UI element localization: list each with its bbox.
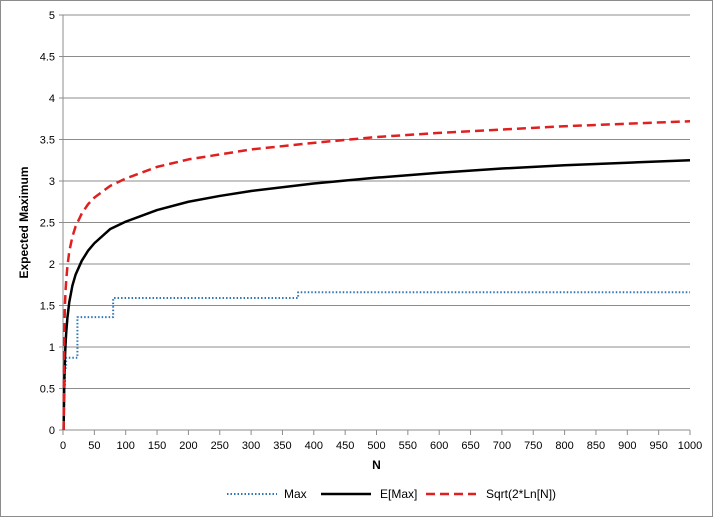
y-tick-label: 3.5 — [40, 135, 55, 147]
legend-label: Sqrt(2*Ln[N]) — [486, 487, 556, 501]
tick-labels: 00.511.522.533.544.550 50 100 150 200 250 300 3… — [40, 10, 703, 452]
x-tick-label: 600 — [430, 440, 448, 452]
x-axis-title: N — [372, 458, 381, 472]
series-lines — [62, 119, 691, 431]
legend: Max E[Max] Sqrt(2*Ln[N]) — [227, 487, 556, 501]
x-tick-label: 0 — [60, 440, 66, 452]
x-tick-label: 150 — [148, 440, 166, 452]
series-line-e-max — [62, 159, 691, 431]
y-tick-label: 2.5 — [40, 218, 55, 230]
y-tick-label: 4.5 — [40, 52, 55, 64]
y-axis-title: Expected Maximum — [17, 166, 31, 278]
x-tick-label: 400 — [305, 440, 323, 452]
y-tick-label: 1.5 — [40, 301, 55, 313]
x-tick-label: 800 — [555, 440, 573, 452]
x-tick-label: 550 — [399, 440, 417, 452]
legend-label: E[Max] — [380, 487, 417, 501]
x-tick-label: 350 — [273, 440, 291, 452]
y-tick-label: 3 — [49, 176, 55, 188]
x-tick-label: 1000 — [678, 440, 702, 452]
y-tick-label: 0.5 — [40, 384, 55, 396]
x-tick-label: 900 — [618, 440, 636, 452]
y-tick-label: 4 — [49, 93, 55, 105]
x-tick-label: 650 — [461, 440, 479, 452]
x-tick-label: 700 — [493, 440, 511, 452]
x-tick-label: 500 — [367, 440, 385, 452]
legend-label: Max — [284, 487, 307, 501]
axes — [59, 14, 691, 435]
y-tick-label: 1 — [49, 342, 55, 354]
x-tick-label: 200 — [179, 440, 197, 452]
y-tick-label: 2 — [49, 259, 55, 271]
x-tick-label: 850 — [587, 440, 605, 452]
gridlines — [63, 14, 690, 389]
y-tick-label: 0 — [49, 425, 55, 437]
series-line-sqrt-2-ln-n — [62, 119, 691, 431]
x-tick-label: 750 — [524, 440, 542, 452]
x-tick-label: 450 — [336, 440, 354, 452]
x-tick-label: 100 — [117, 440, 135, 452]
x-tick-label: 250 — [211, 440, 229, 452]
x-tick-label: 50 — [88, 440, 100, 452]
y-tick-label: 5 — [49, 10, 55, 22]
x-tick-label: 300 — [242, 440, 260, 452]
x-tick-label: 950 — [649, 440, 667, 452]
